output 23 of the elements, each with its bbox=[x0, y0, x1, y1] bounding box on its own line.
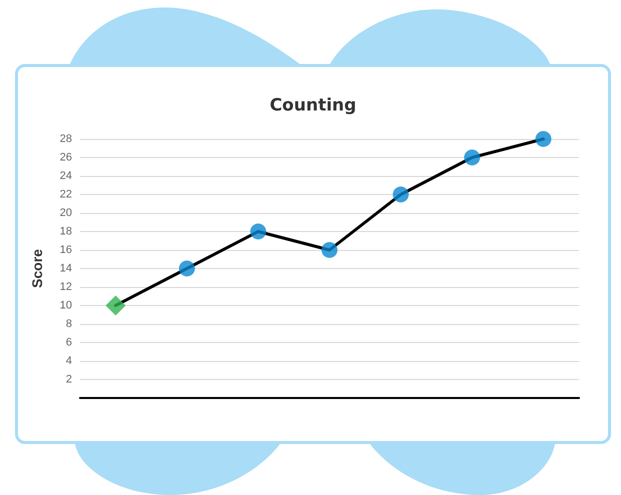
point bbox=[106, 296, 126, 316]
y-tick-label: 24 bbox=[60, 170, 72, 182]
point bbox=[535, 131, 552, 147]
y-tick-label: 14 bbox=[60, 262, 72, 274]
y-tick-label: 12 bbox=[60, 281, 72, 293]
y-tick-label: 22 bbox=[60, 188, 72, 200]
point bbox=[392, 186, 409, 202]
y-tick-label: 16 bbox=[60, 244, 72, 256]
chart-title: Counting bbox=[270, 96, 356, 116]
y-tick-label: 6 bbox=[66, 336, 72, 348]
y-tick-label: 26 bbox=[60, 152, 72, 164]
y-tick-label: 28 bbox=[60, 133, 72, 145]
y-axis-title: Score bbox=[29, 248, 45, 288]
point bbox=[178, 260, 195, 276]
y-tick-label: 2 bbox=[66, 374, 72, 386]
y-tick-label: 20 bbox=[60, 207, 72, 219]
point bbox=[250, 224, 266, 240]
y-tick-label: 18 bbox=[60, 226, 72, 238]
point bbox=[322, 242, 338, 258]
y-tick-label: 10 bbox=[60, 300, 72, 312]
y-tick-label: 4 bbox=[66, 355, 72, 367]
y-tick-label: 8 bbox=[66, 318, 72, 330]
point bbox=[464, 150, 480, 166]
